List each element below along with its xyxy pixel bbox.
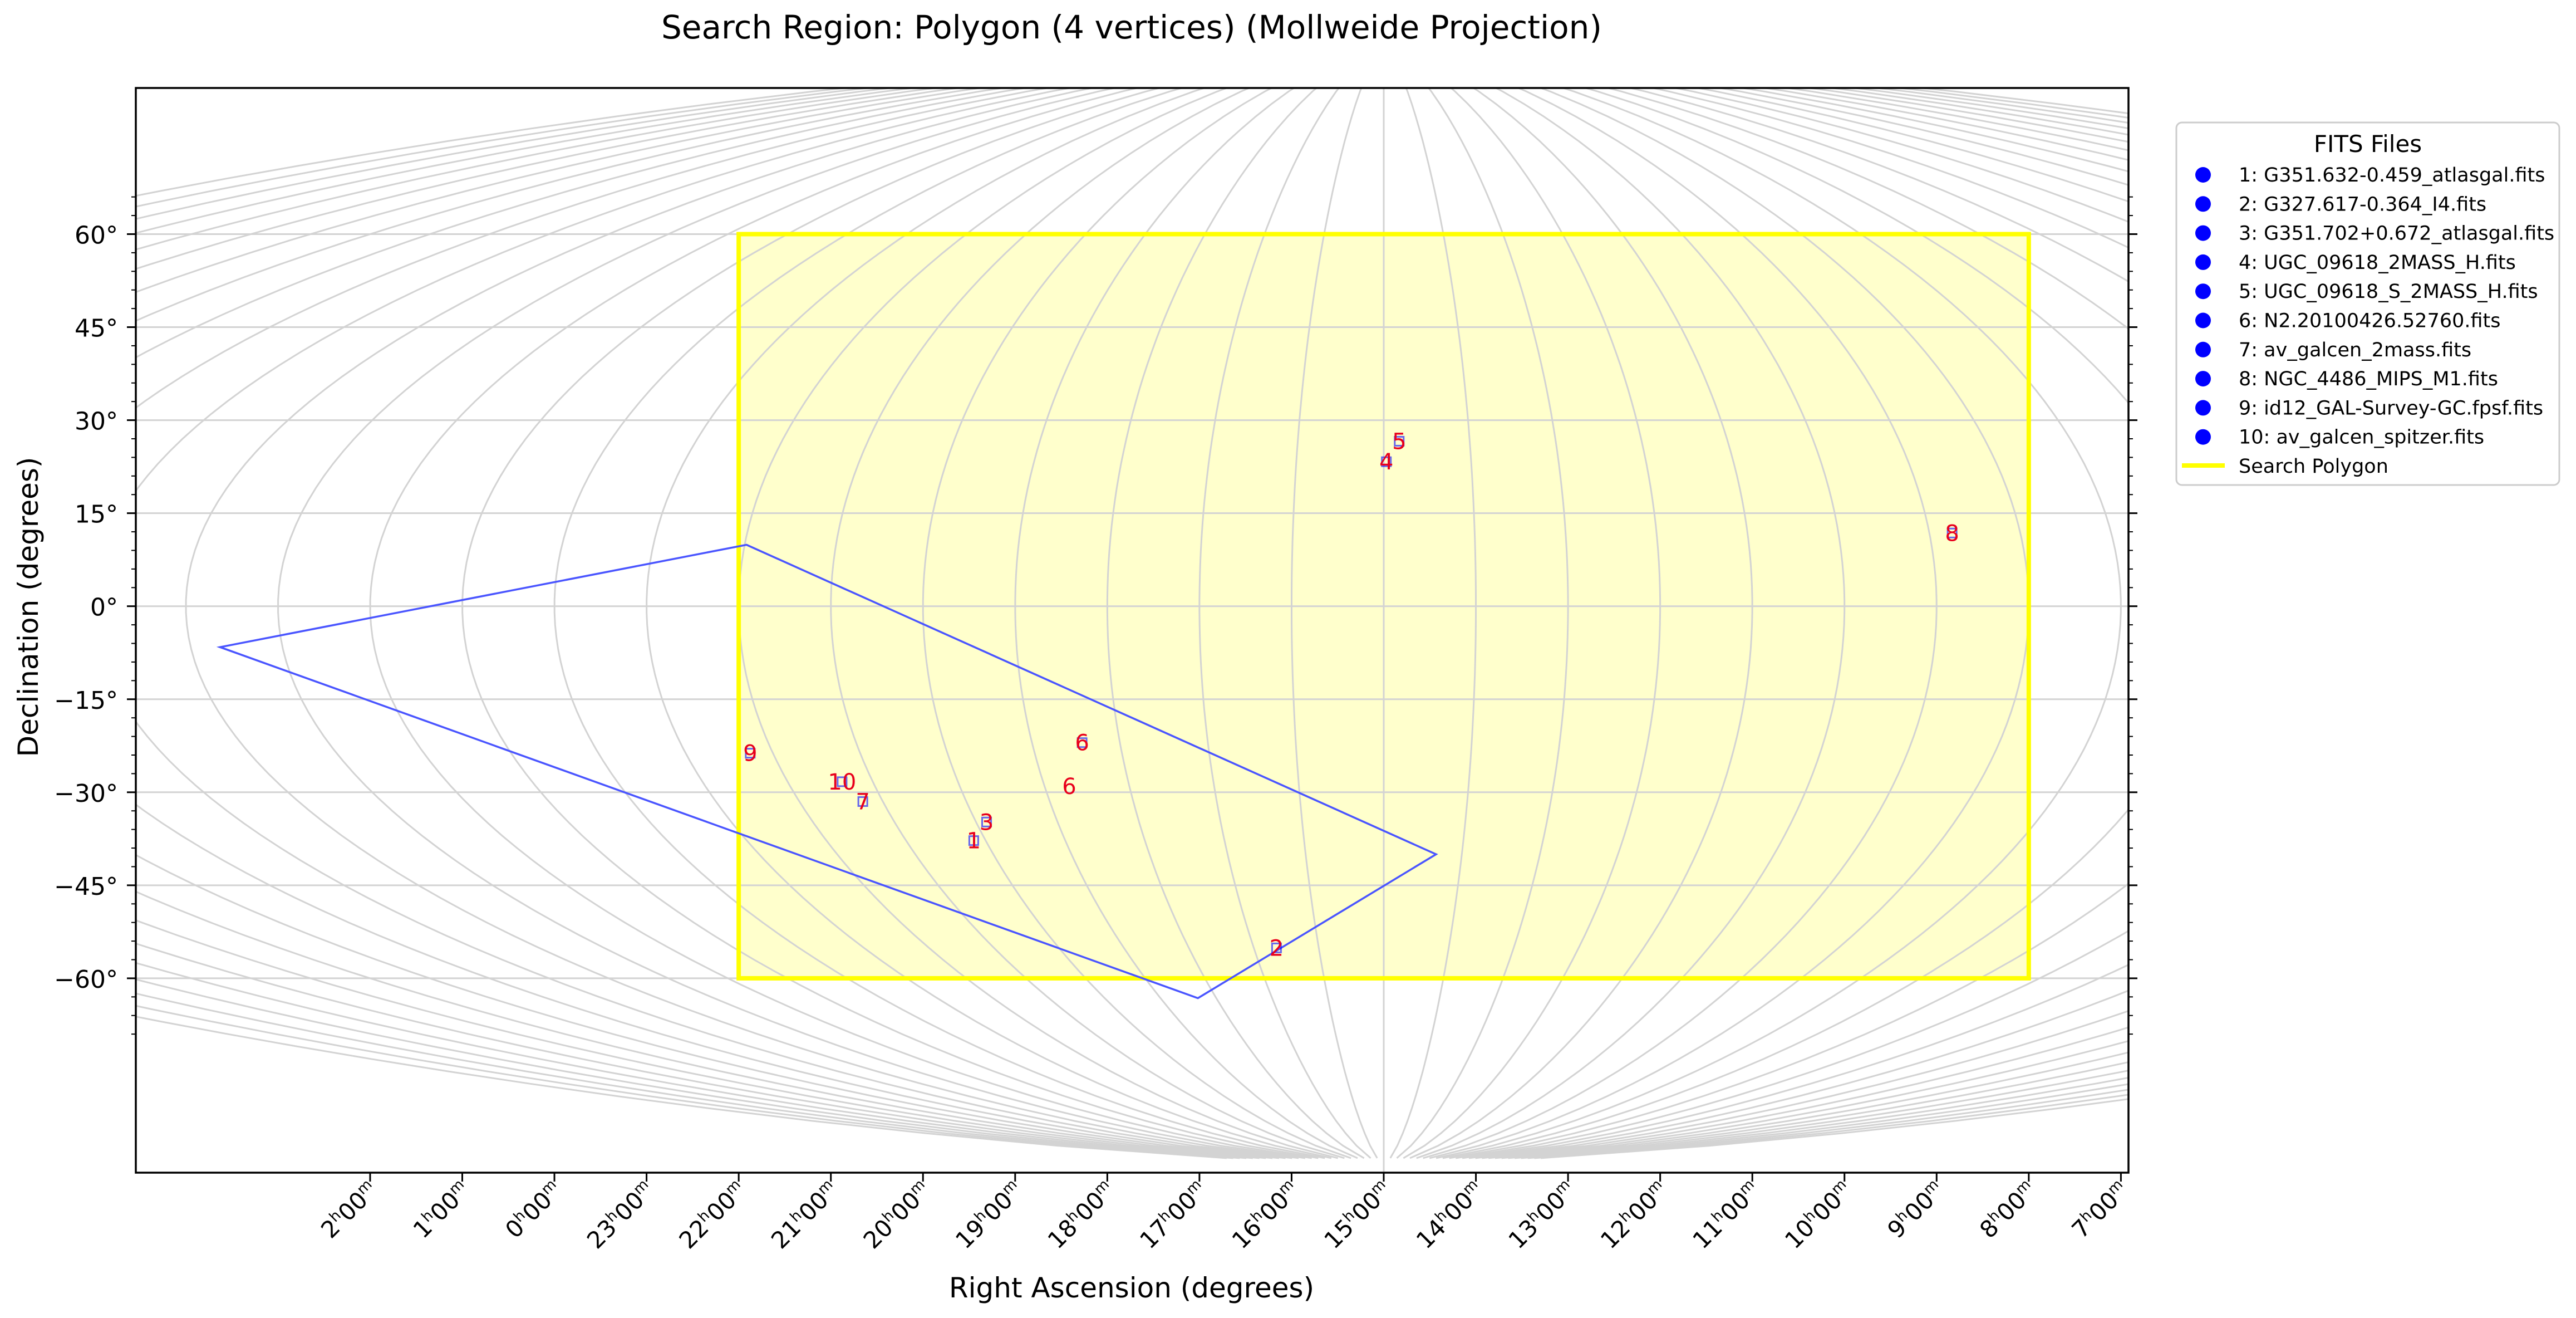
footprint-label-5: 5	[1392, 429, 1406, 454]
legend-entry: 4: UGC_09618_2MASS_H.fits	[2239, 252, 2516, 274]
legend-marker	[2195, 283, 2211, 300]
legend-polygon-label: Search Polygon	[2239, 455, 2388, 478]
legend-marker	[2195, 196, 2211, 212]
x-tick-label: 2h00m	[316, 1176, 383, 1243]
x-tick-label: 15h00m	[1319, 1176, 1397, 1254]
x-tick-label: 1h00m	[408, 1176, 475, 1243]
footprint-label-2: 2	[1270, 935, 1284, 961]
footprint-4	[1381, 456, 1392, 467]
y-tick-label: 45°	[75, 315, 118, 343]
footprint-label-9: 9	[743, 741, 757, 767]
footprint-label-1: 1	[967, 829, 981, 854]
legend-frame	[2175, 121, 2560, 486]
y-tick-label: −60°	[54, 966, 118, 994]
legend-marker	[2195, 400, 2211, 416]
footprint-label-4: 4	[1379, 449, 1393, 475]
meridian-line	[1442, 88, 2128, 1159]
x-axis: 2h00m1h00m0h00m23h00m22h00m21h00m20h00m1…	[316, 1173, 2134, 1254]
meridian-line	[136, 88, 1253, 1159]
footprint-7	[857, 796, 868, 807]
meridian-line	[1462, 88, 2128, 1159]
x-tick-label: 22h00m	[674, 1176, 751, 1254]
footprint-1	[968, 835, 979, 846]
legend-marker	[2195, 429, 2211, 445]
y-tick-label: −45°	[54, 873, 118, 901]
x-tick-label: 7h00m	[2067, 1176, 2134, 1243]
meridian-line	[1449, 88, 2128, 1159]
legend-marker	[2195, 167, 2211, 183]
meridian-line	[136, 88, 1273, 1159]
plot-area: 1 2 3 45 6 7 8 9 10 6	[136, 88, 2128, 1173]
meridian-line	[1456, 88, 2128, 1159]
y-tick-label: 15°	[75, 501, 118, 529]
x-tick-label: 16h00m	[1227, 1176, 1305, 1254]
legend-marker	[2195, 312, 2211, 329]
x-tick-label: 8h00m	[1974, 1176, 2042, 1243]
footprint-label-10: 10	[828, 770, 856, 795]
legend-entry: 9: id12_GAL-Survey-GC.fpsf.fits	[2239, 397, 2543, 419]
x-tick-label: 17h00m	[1134, 1176, 1212, 1254]
y-tick-label: 60°	[75, 221, 118, 249]
x-tick-label: 12h00m	[1595, 1176, 1673, 1254]
meridian-line	[136, 88, 1280, 1159]
x-tick-label: 14h00m	[1411, 1176, 1489, 1254]
footprint-5	[1394, 435, 1405, 447]
y-tick-label: −15°	[54, 687, 118, 715]
legend-entry: 1: G351.632-0.459_atlasgal.fits	[2239, 164, 2545, 187]
legend-marker	[2195, 254, 2211, 270]
footprint-label-6-large: 6	[1062, 774, 1076, 800]
meridian-line	[136, 88, 1266, 1159]
footprint-label-6: 6	[1075, 731, 1089, 756]
x-tick-label: 18h00m	[1043, 1176, 1120, 1254]
legend-entry: 10: av_galcen_spitzer.fits	[2239, 427, 2484, 449]
x-tick-label: 20h00m	[858, 1176, 936, 1254]
legend-marker	[2195, 341, 2211, 357]
footprint-2	[1271, 942, 1282, 953]
footprint-label-3: 3	[980, 810, 994, 835]
chart-title: Search Region: Polygon (4 vertices) (Mol…	[661, 8, 1602, 46]
x-tick-label: 0h00m	[500, 1176, 567, 1243]
legend-marker	[2195, 225, 2211, 241]
footprint-labels: 1 2 3 45 6 7 8 9 10 6	[743, 429, 1959, 961]
legend-entry: 8: NGC_4486_MIPS_M1.fits	[2239, 368, 2498, 390]
y-axis-label: Declination (degrees)	[12, 457, 45, 757]
y-tick-label: −30°	[54, 780, 118, 808]
legend-title: FITS Files	[2314, 130, 2422, 158]
x-tick-label: 13h00m	[1503, 1176, 1581, 1254]
y-tick-label: 0°	[90, 594, 118, 622]
y-axis: 60° 45° 30° 15° 0° −15° −30° −45° −60°	[54, 196, 2137, 1035]
meridian-line	[136, 88, 1292, 1159]
x-tick-label: 19h00m	[950, 1176, 1028, 1254]
legend-items: 1: G351.632-0.459_atlasgal.fits 2: G327.6…	[2195, 164, 2554, 449]
x-axis-label: Right Ascension (degrees)	[949, 1272, 1314, 1304]
footprint-label-7: 7	[856, 790, 869, 815]
legend: FITS Files 1: G351.632-0.459_atlasgal.fi…	[2175, 121, 2560, 486]
legend-marker	[2195, 371, 2211, 387]
footprint-3	[981, 816, 992, 827]
search-polygon-outline	[736, 232, 2031, 981]
footprint-label-8: 8	[1945, 521, 1959, 546]
footprint-10	[837, 776, 848, 787]
legend-entry: 6: N2.20100426.52760.fits	[2239, 310, 2501, 332]
legend-entry: 3: G351.702+0.672_atlasgal.fits	[2239, 223, 2554, 245]
meridian-line	[136, 88, 1286, 1159]
footprint-9	[745, 748, 756, 759]
large-footprint-6	[216, 543, 1438, 999]
y-tick-label: 30°	[75, 408, 118, 436]
plot-frame	[135, 87, 2130, 1174]
footprint-8	[1946, 527, 1958, 538]
footprint-6	[1076, 737, 1088, 748]
x-tick-label: 10h00m	[1779, 1176, 1857, 1254]
x-tick-label: 23h00m	[582, 1176, 660, 1254]
x-tick-label: 9h00m	[1882, 1176, 1949, 1243]
x-tick-label: 21h00m	[766, 1176, 844, 1254]
footprints	[745, 435, 1958, 953]
x-tick-label: 11h00m	[1687, 1176, 1765, 1254]
legend-entry: 7: av_galcen_2mass.fits	[2239, 339, 2471, 361]
legend-entry: 5: UGC_09618_S_2MASS_H.fits	[2239, 281, 2538, 303]
legend-entry: 2: G327.617-0.364_I4.fits	[2239, 193, 2486, 215]
meridian-line	[136, 88, 1260, 1159]
